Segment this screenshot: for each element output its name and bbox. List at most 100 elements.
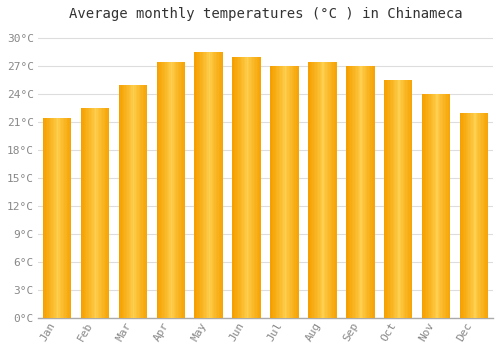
Bar <box>66 118 67 318</box>
Bar <box>288 66 289 318</box>
Bar <box>407 80 408 318</box>
Bar <box>397 80 398 318</box>
Bar <box>82 108 84 318</box>
Bar <box>64 118 66 318</box>
Bar <box>424 94 425 318</box>
Bar <box>391 80 392 318</box>
Bar <box>326 62 328 318</box>
Bar <box>317 62 318 318</box>
Bar <box>95 108 96 318</box>
Bar <box>136 85 137 318</box>
Bar <box>47 118 48 318</box>
Bar <box>63 118 64 318</box>
Bar <box>350 66 352 318</box>
Bar <box>254 57 255 318</box>
Bar <box>43 118 44 318</box>
Bar <box>166 62 168 318</box>
Bar <box>62 118 63 318</box>
Bar <box>410 80 411 318</box>
Bar <box>216 52 217 318</box>
Bar <box>194 52 196 318</box>
Bar <box>370 66 372 318</box>
Bar <box>232 57 234 318</box>
Bar <box>203 52 204 318</box>
Bar <box>392 80 394 318</box>
Bar <box>273 66 274 318</box>
Bar <box>246 57 248 318</box>
Bar <box>213 52 214 318</box>
Bar <box>146 85 147 318</box>
Bar <box>476 113 477 318</box>
Bar <box>244 57 245 318</box>
Bar <box>462 113 464 318</box>
Bar <box>398 80 400 318</box>
Bar <box>98 108 99 318</box>
Bar <box>120 85 122 318</box>
Bar <box>172 62 174 318</box>
Bar <box>316 62 317 318</box>
Bar <box>130 85 132 318</box>
Bar <box>99 108 100 318</box>
Bar <box>206 52 208 318</box>
Bar <box>284 66 286 318</box>
Bar <box>196 52 198 318</box>
Bar <box>127 85 128 318</box>
Bar <box>84 108 85 318</box>
Bar <box>311 62 312 318</box>
Bar <box>144 85 146 318</box>
Bar <box>124 85 126 318</box>
Bar <box>200 52 202 318</box>
Bar <box>487 113 488 318</box>
Bar <box>387 80 388 318</box>
Bar <box>358 66 359 318</box>
Bar <box>368 66 369 318</box>
Bar <box>286 66 288 318</box>
Bar <box>460 113 488 318</box>
Bar <box>446 94 448 318</box>
Bar <box>328 62 330 318</box>
Bar <box>482 113 484 318</box>
Bar <box>394 80 396 318</box>
Bar <box>168 62 170 318</box>
Bar <box>310 62 311 318</box>
Bar <box>467 113 468 318</box>
Bar <box>478 113 480 318</box>
Bar <box>290 66 292 318</box>
Bar <box>105 108 106 318</box>
Bar <box>359 66 360 318</box>
Bar <box>156 62 158 318</box>
Bar <box>435 94 436 318</box>
Bar <box>335 62 336 318</box>
Bar <box>234 57 235 318</box>
Bar <box>364 66 366 318</box>
Bar <box>442 94 444 318</box>
Bar <box>180 62 181 318</box>
Bar <box>356 66 358 318</box>
Bar <box>308 62 336 318</box>
Bar <box>70 118 71 318</box>
Bar <box>156 62 185 318</box>
Bar <box>330 62 331 318</box>
Bar <box>232 57 261 318</box>
Bar <box>349 66 350 318</box>
Bar <box>438 94 439 318</box>
Bar <box>352 66 354 318</box>
Bar <box>96 108 98 318</box>
Bar <box>202 52 203 318</box>
Bar <box>181 62 182 318</box>
Bar <box>46 118 47 318</box>
Bar <box>94 108 95 318</box>
Bar <box>346 66 374 318</box>
Bar <box>54 118 56 318</box>
Bar <box>270 66 272 318</box>
Bar <box>88 108 90 318</box>
Bar <box>81 108 82 318</box>
Bar <box>162 62 164 318</box>
Bar <box>170 62 171 318</box>
Bar <box>241 57 242 318</box>
Bar <box>428 94 429 318</box>
Bar <box>140 85 141 318</box>
Bar <box>346 66 348 318</box>
Bar <box>308 62 310 318</box>
Bar <box>242 57 244 318</box>
